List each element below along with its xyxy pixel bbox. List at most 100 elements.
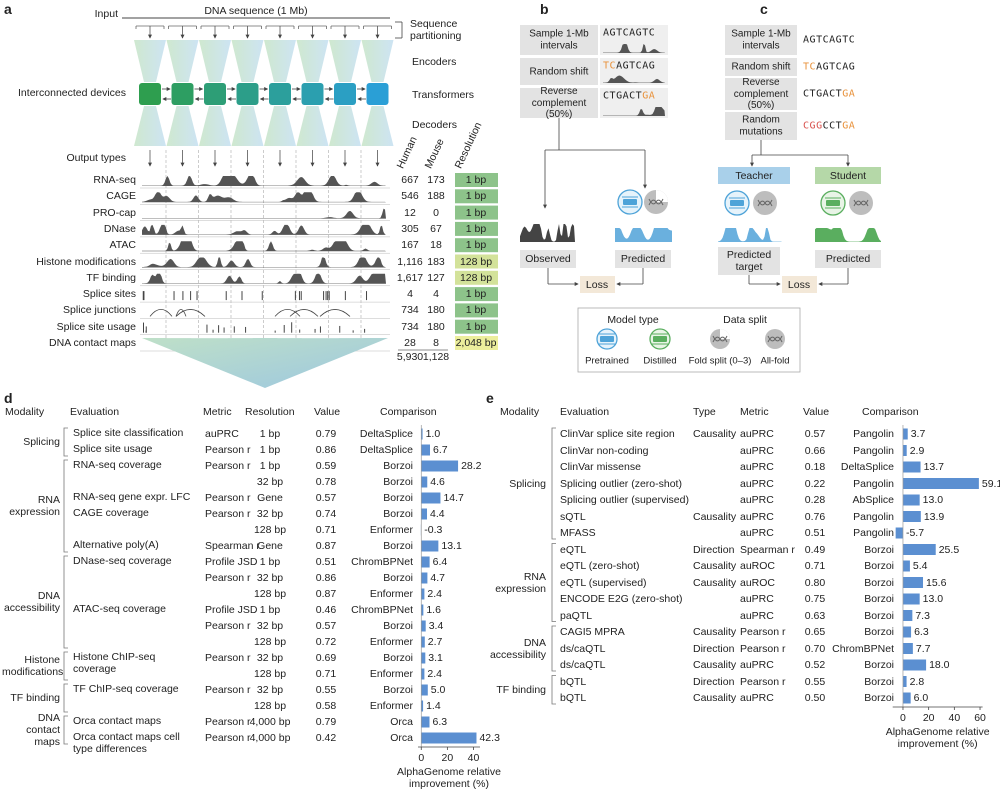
bar-label: 1.6	[426, 603, 441, 616]
cell: Pearson r	[205, 651, 251, 664]
device	[236, 83, 259, 105]
cell: 0.42	[315, 731, 337, 744]
cell: 0.79	[315, 715, 337, 728]
bar	[902, 643, 913, 654]
track-name: DNA contact maps	[49, 336, 136, 349]
axis-title: AlphaGenome relative improvement (%)	[885, 725, 990, 750]
group-bracket	[63, 683, 68, 713]
cell: 4,000 bp	[249, 715, 291, 728]
modality: DNA contact maps	[26, 711, 60, 749]
cell: auPRC	[740, 427, 774, 440]
bar-label: 13.9	[923, 510, 945, 523]
label-box	[520, 25, 598, 55]
bar-label: 6.4	[432, 555, 448, 568]
cell: Causality	[693, 658, 737, 671]
group-bracket	[63, 715, 68, 745]
modality: RNA expression	[495, 570, 546, 595]
decoder-shape	[264, 106, 296, 146]
cell: Direction	[693, 675, 735, 688]
cell: DeltaSplice	[840, 460, 894, 473]
bar	[902, 428, 908, 440]
modality: Splicing	[509, 477, 546, 490]
label: c	[760, 0, 768, 17]
splice-arc	[274, 309, 301, 317]
cell: bQTL	[560, 675, 587, 688]
cell: eQTL	[560, 543, 587, 556]
cell: auPRC	[740, 460, 774, 473]
cell: auPRC	[740, 609, 774, 622]
cell: eQTL (supervised)	[560, 576, 647, 589]
cell: 0.74	[315, 507, 337, 520]
cell: 32 bp	[256, 475, 284, 488]
model-icon	[623, 199, 637, 205]
label: 734	[401, 320, 419, 333]
bar-label: 2.8	[909, 675, 925, 688]
cell: 0.65	[804, 625, 826, 638]
cell: DeltaSplice	[359, 427, 413, 440]
column-header: Evaluation	[70, 405, 120, 418]
step-name: Random shift	[529, 65, 589, 77]
column-header: Type	[693, 405, 716, 418]
cell: auPRC	[740, 658, 774, 671]
cell: ENCODE E2G (zero-shot)	[560, 592, 683, 605]
column-header: Value	[314, 405, 341, 418]
dna-icon	[648, 198, 664, 206]
bar-label: 1.4	[426, 699, 441, 712]
resolution-box	[455, 254, 498, 269]
bar-label: 28.2	[461, 459, 482, 472]
bar	[902, 544, 936, 555]
dna-icon	[757, 199, 773, 207]
cell: Direction	[693, 642, 735, 655]
track-name: ATAC	[109, 239, 136, 252]
legend-item: Fold split (0–3)	[688, 355, 752, 367]
signal-track	[142, 241, 386, 252]
label: Encoders	[412, 55, 457, 68]
label: b	[540, 0, 549, 17]
bar-label: 15.6	[926, 576, 947, 589]
bar-label: 4.4	[430, 507, 445, 520]
device	[334, 83, 356, 105]
cell: 32 bp	[256, 683, 284, 696]
cell: Splicing outlier (supervised)	[560, 493, 689, 506]
x-tick-label: 0	[900, 711, 906, 724]
cell: Orca contact maps cell type differences	[73, 731, 180, 756]
cell: auPRC	[740, 526, 774, 539]
sequence: TCAGTCAG	[603, 60, 656, 72]
group-bracket	[63, 459, 68, 553]
label: Student	[829, 169, 867, 182]
cell: Pearson r	[740, 675, 786, 688]
bar	[421, 604, 424, 616]
sequence: CTGACTGA	[803, 88, 856, 100]
cell: Borzoi	[383, 507, 413, 520]
cell: Orca	[390, 715, 413, 728]
splice-arc	[175, 309, 187, 317]
bar-label: 6.3	[432, 715, 448, 728]
split-icon	[720, 329, 730, 339]
cell: 0.71	[804, 559, 826, 572]
cell: sQTL	[560, 510, 586, 523]
label: Loss	[787, 278, 811, 291]
cell: 0.86	[315, 443, 337, 456]
encoder-shape	[231, 40, 264, 82]
signal-track	[142, 273, 386, 284]
resolution-box	[455, 270, 498, 285]
label: Model type	[607, 313, 659, 326]
cell: DNase-seq coverage	[73, 555, 172, 567]
label: Observed	[525, 252, 571, 265]
cell: 128 bp	[253, 523, 287, 536]
track-name: Splice junctions	[63, 304, 136, 317]
cell: 0.71	[315, 667, 337, 680]
x-tick-label: 20	[922, 711, 935, 724]
bar	[421, 668, 425, 680]
cell: auPRC	[740, 477, 774, 490]
label: DNA sequence (1 Mb)	[204, 4, 308, 17]
bar-label: 4.7	[430, 571, 445, 584]
bar	[902, 494, 920, 506]
cell: Borzoi	[864, 592, 894, 605]
cell: 0.50	[804, 691, 826, 704]
bar-label: 7.7	[915, 642, 931, 655]
label: Input	[94, 7, 118, 20]
splice-arc	[175, 309, 206, 317]
bar	[421, 684, 428, 696]
cell: Borzoi	[864, 691, 894, 704]
